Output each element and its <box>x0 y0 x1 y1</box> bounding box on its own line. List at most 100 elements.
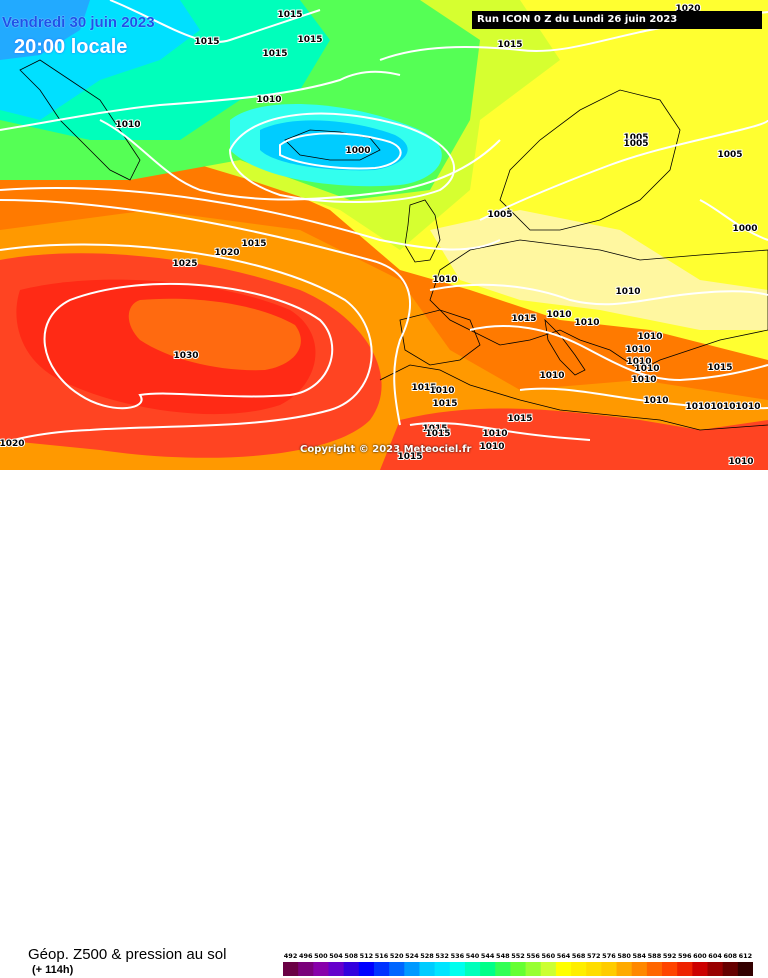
isobar-label: 1015 <box>397 452 422 462</box>
isobar-label: 1010 <box>432 275 457 285</box>
legend-swatch <box>555 962 572 976</box>
legend-tick-label: 596 <box>678 952 692 960</box>
isobar-label: 1010 <box>625 345 650 355</box>
legend-tick-label: 516 <box>375 952 389 960</box>
isobar-label: 1010 <box>735 402 760 412</box>
legend-swatch <box>646 962 663 976</box>
legend-tick-label: 520 <box>390 952 404 960</box>
isobar-label: 1010 <box>728 457 753 467</box>
legend-tick-label: 492 <box>284 952 298 960</box>
lead-time: (+ 114h) <box>32 964 74 976</box>
isobar-label: 1000 <box>732 224 757 234</box>
forecast-time: 20:00 locale <box>14 36 128 58</box>
isobar-label: 1010 <box>685 402 710 412</box>
isobar-label: 1015 <box>497 40 522 50</box>
legend-swatch <box>328 962 345 976</box>
europe-coast <box>429 239 768 371</box>
isobar-label: 1020 <box>0 439 25 449</box>
isobar-label: 1010 <box>115 120 140 130</box>
legend-tick-label: 540 <box>466 952 480 960</box>
legend-swatch <box>510 962 527 976</box>
isobar-label: 1015 <box>241 239 266 249</box>
legend-tick-label: 512 <box>360 952 374 960</box>
legend-swatch <box>662 962 678 976</box>
isobar-label: 1015 <box>425 429 450 439</box>
isobar-label: 1000 <box>345 146 370 156</box>
legend-swatch <box>707 962 724 976</box>
legend-tick-label: 528 <box>420 952 434 960</box>
isobar-1015e <box>409 421 591 441</box>
pressure-map: 1015101510151015101510101010100010051005… <box>0 0 768 470</box>
legend-swatch <box>313 962 329 976</box>
legend-swatch <box>525 962 542 976</box>
legend-swatch <box>419 962 436 976</box>
isobar-label: 1005 <box>487 210 512 220</box>
legend-swatch <box>586 962 602 976</box>
iberia-coast <box>399 309 481 366</box>
isobar-label: 1030 <box>173 351 198 361</box>
legend-swatch <box>616 962 633 976</box>
isobar-label: 1015 <box>422 424 447 434</box>
isobar-label: 1010 <box>615 287 640 297</box>
legend-tick-label: 576 <box>602 952 616 960</box>
isobar-label: 1010 <box>631 375 656 385</box>
forecast-date: Vendredi 30 juin 2023 <box>2 14 155 31</box>
legend-tick-label: 508 <box>344 952 358 960</box>
isobar-1020 <box>0 199 411 426</box>
legend-tick-label: 496 <box>299 952 313 960</box>
isobar-label: 1015 <box>277 10 302 20</box>
parameter-title: Géop. Z500 & pression au sol <box>28 946 227 963</box>
isobar-1005 <box>228 112 456 203</box>
isobar-1000 <box>279 132 402 170</box>
legend-tick-label: 548 <box>496 952 510 960</box>
isobar-label: 1015 <box>262 49 287 59</box>
isobar-labels: 1015101510151015101510101010100010051005… <box>0 3 762 468</box>
color-legend: 492 496 500 504 508 512 516 520 524 528 532 536 540 5… <box>283 952 753 976</box>
legend-tick-label: 500 <box>314 952 328 960</box>
isobar-label: 1010 <box>256 95 281 105</box>
isobar-label: 1010 <box>482 429 507 439</box>
legend-swatch <box>389 962 405 976</box>
legend-swatch <box>283 962 299 976</box>
legend-tick-label: 536 <box>451 952 465 960</box>
band-blue-topleft <box>0 0 90 60</box>
legend-tick-label: 532 <box>435 952 449 960</box>
legend-tick-label: 572 <box>587 952 601 960</box>
isobar-label: 1015 <box>507 414 532 424</box>
isobar-label: 1010 <box>626 357 651 367</box>
legend-swatch <box>495 962 511 976</box>
legend-swatch <box>601 962 618 976</box>
copyright: Copyright © 2023 Meteociel.fr <box>300 444 472 455</box>
isobar-label: 1015 <box>297 35 322 45</box>
isobar-1010a <box>0 70 401 131</box>
legend-tick-label: 560 <box>542 952 556 960</box>
legend-swatch <box>692 962 709 976</box>
isobar-label: 1010 <box>539 371 564 381</box>
isobar-label: 1015 <box>707 363 732 373</box>
legend-tick-label: 552 <box>511 952 525 960</box>
legend-tick-label: 556 <box>526 952 540 960</box>
run-info: Run ICON 0 Z du Lundi 26 juin 2023 <box>472 11 762 29</box>
isobar-label: 1005 <box>717 150 742 160</box>
isobar-label: 1010 <box>429 386 454 396</box>
isobar-label: 1025 <box>172 259 197 269</box>
isobar-1025 <box>0 243 373 446</box>
legend-tick-label: 604 <box>708 952 722 960</box>
isobar-1015b <box>109 0 321 43</box>
isobar-1010d <box>519 387 768 410</box>
isobar-label: 1010 <box>643 396 668 406</box>
legend-tick-label: 568 <box>572 952 586 960</box>
legend-tick-label: 608 <box>723 952 737 960</box>
footer: Géop. Z500 & pression au sol (+ 114h) 49… <box>0 470 768 976</box>
africa-coast <box>379 364 768 431</box>
legend-tick-label: 600 <box>693 952 707 960</box>
isobar-label: 1010 <box>546 310 571 320</box>
legend-swatch <box>449 962 466 976</box>
isobar-1015d <box>469 324 768 382</box>
isobar-label: 1005 <box>623 139 648 149</box>
legend-tick-label: 592 <box>663 952 677 960</box>
legend-swatch <box>540 962 557 976</box>
isobar-1000b <box>699 199 768 241</box>
legend-swatch <box>722 962 739 976</box>
legend-swatch <box>373 962 390 976</box>
